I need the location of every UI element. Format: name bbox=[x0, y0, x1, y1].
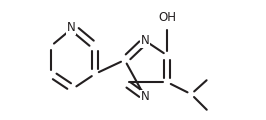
Text: N: N bbox=[141, 90, 149, 103]
Text: N: N bbox=[141, 34, 149, 47]
Text: N: N bbox=[67, 21, 76, 34]
Text: OH: OH bbox=[158, 11, 176, 24]
